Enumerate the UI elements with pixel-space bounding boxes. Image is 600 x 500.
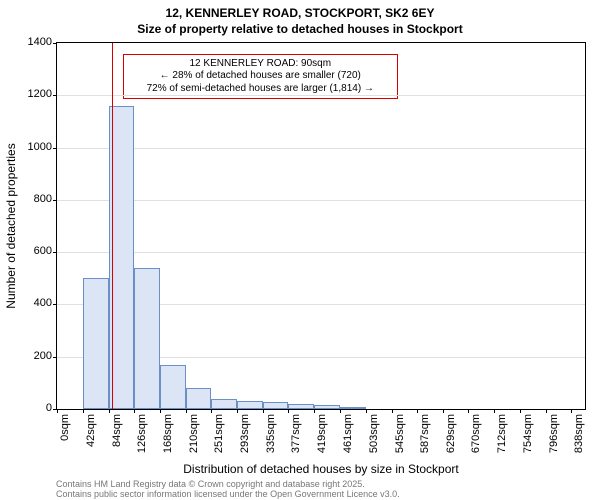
histogram-bar: [186, 388, 211, 409]
chart-container: 12, KENNERLEY ROAD, STOCKPORT, SK2 6EY S…: [0, 0, 600, 500]
xtick-label: 210sqm: [188, 414, 200, 464]
ytick-label: 400: [8, 297, 52, 309]
histogram-bar: [160, 365, 186, 409]
xtick-label: 461sqm: [342, 414, 354, 464]
xtick-label: 84sqm: [111, 414, 123, 464]
histogram-bar: [134, 268, 160, 409]
annotation-line2: ← 28% of detached houses are smaller (72…: [130, 70, 391, 83]
xtick-mark: [237, 409, 238, 413]
gridline: [57, 148, 585, 149]
gridline: [57, 252, 585, 253]
ytick-label: 200: [8, 350, 52, 362]
annotation-line3: 72% of semi-detached houses are larger (…: [130, 83, 391, 96]
xtick-mark: [263, 409, 264, 413]
histogram-bar: [83, 278, 109, 409]
xtick-mark: [288, 409, 289, 413]
credits: Contains HM Land Registry data © Crown c…: [56, 480, 400, 500]
credits-line2: Contains public sector information licen…: [56, 490, 400, 500]
xtick-mark: [366, 409, 367, 413]
ytick-mark: [53, 148, 57, 149]
gridline: [57, 200, 585, 201]
histogram-bar: [237, 401, 263, 409]
xtick-mark: [546, 409, 547, 413]
xtick-label: 503sqm: [368, 414, 380, 464]
xtick-label: 42sqm: [85, 414, 97, 464]
ytick-label: 1200: [8, 88, 52, 100]
marker-line: [112, 43, 113, 409]
ytick-label: 1000: [8, 141, 52, 153]
histogram-bar: [263, 402, 289, 409]
xtick-mark: [571, 409, 572, 413]
ytick-label: 600: [8, 245, 52, 257]
xtick-mark: [340, 409, 341, 413]
ytick-mark: [53, 304, 57, 305]
ytick-label: 800: [8, 193, 52, 205]
xtick-label: 712sqm: [496, 414, 508, 464]
xtick-label: 796sqm: [548, 414, 560, 464]
annotation-box: 12 KENNERLEY ROAD: 90sqm ← 28% of detach…: [123, 54, 398, 100]
histogram-bar: [314, 405, 340, 409]
xtick-mark: [417, 409, 418, 413]
xtick-label: 670sqm: [470, 414, 482, 464]
xtick-mark: [211, 409, 212, 413]
xtick-mark: [160, 409, 161, 413]
xtick-mark: [392, 409, 393, 413]
gridline: [57, 95, 585, 96]
xtick-mark: [494, 409, 495, 413]
histogram-bar: [211, 399, 237, 409]
ytick-mark: [53, 43, 57, 44]
xtick-label: 587sqm: [419, 414, 431, 464]
xtick-mark: [83, 409, 84, 413]
histogram-bar: [288, 404, 314, 409]
xtick-label: 293sqm: [239, 414, 251, 464]
xtick-label: 754sqm: [522, 414, 534, 464]
ytick-label: 0: [8, 402, 52, 414]
xtick-label: 251sqm: [213, 414, 225, 464]
xtick-mark: [314, 409, 315, 413]
xtick-label: 168sqm: [162, 414, 174, 464]
xtick-label: 377sqm: [290, 414, 302, 464]
xtick-label: 838sqm: [573, 414, 585, 464]
xtick-mark: [57, 409, 58, 413]
chart-title-line1: 12, KENNERLEY ROAD, STOCKPORT, SK2 6EY: [0, 6, 600, 20]
xtick-label: 545sqm: [394, 414, 406, 464]
xtick-mark: [443, 409, 444, 413]
xtick-label: 0sqm: [59, 414, 71, 464]
xtick-mark: [520, 409, 521, 413]
xtick-label: 126sqm: [136, 414, 148, 464]
histogram-bar: [340, 407, 366, 409]
plot-area: 12 KENNERLEY ROAD: 90sqm ← 28% of detach…: [56, 42, 586, 410]
y-axis-label: Number of detached properties: [4, 143, 18, 308]
ytick-label: 1400: [8, 36, 52, 48]
ytick-mark: [53, 252, 57, 253]
xtick-label: 335sqm: [265, 414, 277, 464]
ytick-mark: [53, 200, 57, 201]
chart-title-line2: Size of property relative to detached ho…: [0, 22, 600, 36]
xtick-mark: [468, 409, 469, 413]
annotation-line1: 12 KENNERLEY ROAD: 90sqm: [130, 58, 391, 71]
xtick-mark: [109, 409, 110, 413]
xtick-label: 629sqm: [445, 414, 457, 464]
xtick-label: 419sqm: [316, 414, 328, 464]
ytick-mark: [53, 95, 57, 96]
xtick-mark: [186, 409, 187, 413]
ytick-mark: [53, 357, 57, 358]
x-axis-label: Distribution of detached houses by size …: [56, 462, 586, 476]
xtick-mark: [134, 409, 135, 413]
